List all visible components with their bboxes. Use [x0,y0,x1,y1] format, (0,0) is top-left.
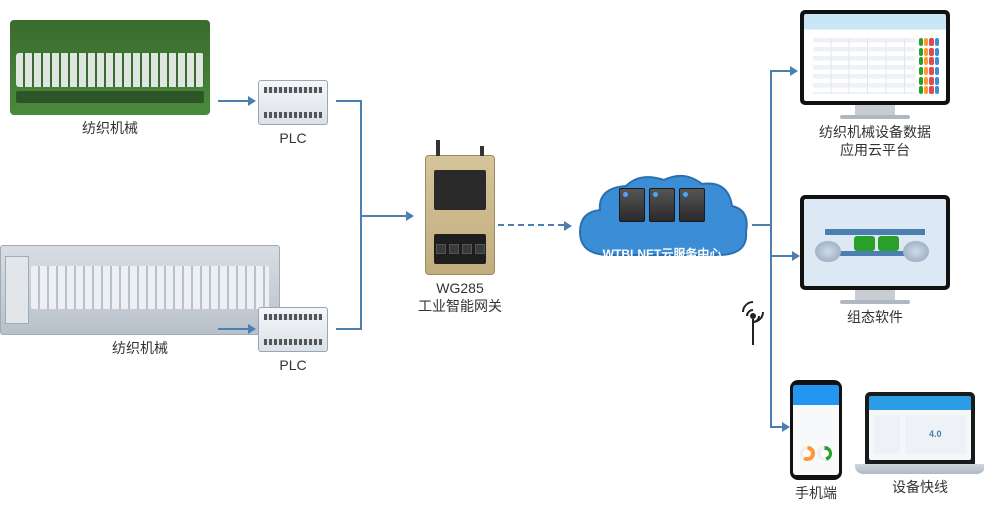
edge [218,328,248,330]
edge [752,224,772,226]
textile-machine-2-graphic [0,245,280,335]
edge [360,215,406,217]
monitor-2-label: 组态软件 [847,308,903,326]
laptop: 4.0 设备快线 [855,392,984,496]
gateway-label: WG285 工业智能网关 [418,279,502,315]
wireless-antenna-icon [738,305,768,345]
plc-2: PLC [258,307,328,374]
monitor-2-graphic [800,195,950,304]
edge [218,100,248,102]
cloud-shape [572,170,752,280]
plc-1-graphic [258,80,328,125]
phone: 手机端 [790,380,842,502]
laptop-label: 设备快线 [892,478,948,496]
laptop-graphic: 4.0 [855,392,984,474]
monitor-scada: 组态软件 [800,195,950,326]
phone-label: 手机端 [795,484,837,502]
gateway-graphic [425,155,495,275]
textile-machine-2-label: 纺织机械 [112,339,168,357]
monitor-1-graphic [800,10,950,119]
plc-1: PLC [258,80,328,147]
edge [498,224,564,226]
edge [336,100,360,102]
gateway: WG285 工业智能网关 [418,155,502,315]
textile-machine-2: 纺织机械 [0,245,280,357]
cloud-text: WTBLNET云服务中心 [572,245,752,262]
cloud: WTBLNET云服务中心 [572,170,752,280]
edge [336,328,360,330]
edge [770,70,790,72]
edge [770,255,792,257]
plc-2-label: PLC [279,356,306,374]
phone-graphic [790,380,842,480]
cloud-servers-icon [619,188,705,222]
monitor-1-label: 纺织机械设备数据 应用云平台 [819,123,931,159]
edge [770,426,782,428]
textile-machine-1-label: 纺织机械 [82,119,138,137]
textile-machine-1: 纺织机械 [10,20,210,137]
monitor-data-platform: 纺织机械设备数据 应用云平台 [800,10,950,159]
plc-2-graphic [258,307,328,352]
textile-machine-1-graphic [10,20,210,115]
plc-1-label: PLC [279,129,306,147]
edge [770,70,772,426]
